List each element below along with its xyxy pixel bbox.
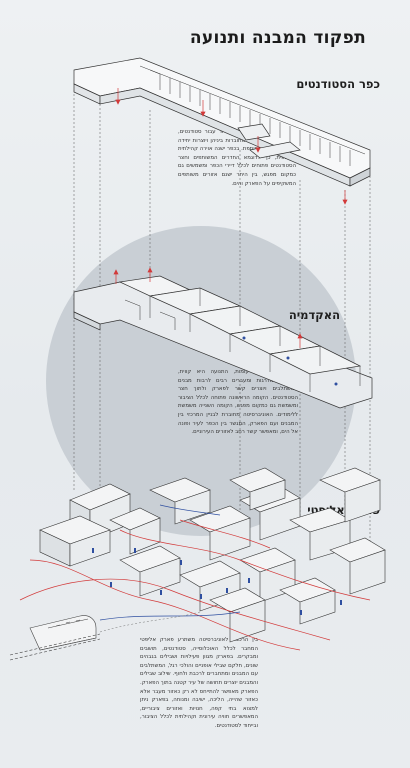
students-village-heading: כפר הסטודנטים	[296, 77, 380, 91]
train-track-lines	[99, 611, 201, 633]
train-icon	[9, 615, 101, 661]
elliptical-park-paragraph: בין הרכבת לאוניברסיטה משתרע פארק אליפטי …	[140, 637, 258, 729]
park-paths-red	[19, 519, 371, 651]
people-markers-park	[92, 548, 342, 615]
academy-paragraph: לאוניברסיטה שתי קומות, התנועה היא קווית,…	[178, 369, 298, 436]
elliptical-park-buildings	[39, 467, 386, 643]
movement-arrows-middle	[113, 267, 303, 348]
academy-heading: האקדמיה	[288, 308, 340, 322]
park-paths-blue	[99, 504, 241, 621]
students-village-building	[73, 57, 371, 187]
movement-arrows-top	[115, 88, 348, 205]
academy-building	[73, 275, 373, 409]
people-markers-middle	[242, 336, 338, 386]
page-title: תפקוד המבנה ותנועה	[189, 28, 366, 48]
